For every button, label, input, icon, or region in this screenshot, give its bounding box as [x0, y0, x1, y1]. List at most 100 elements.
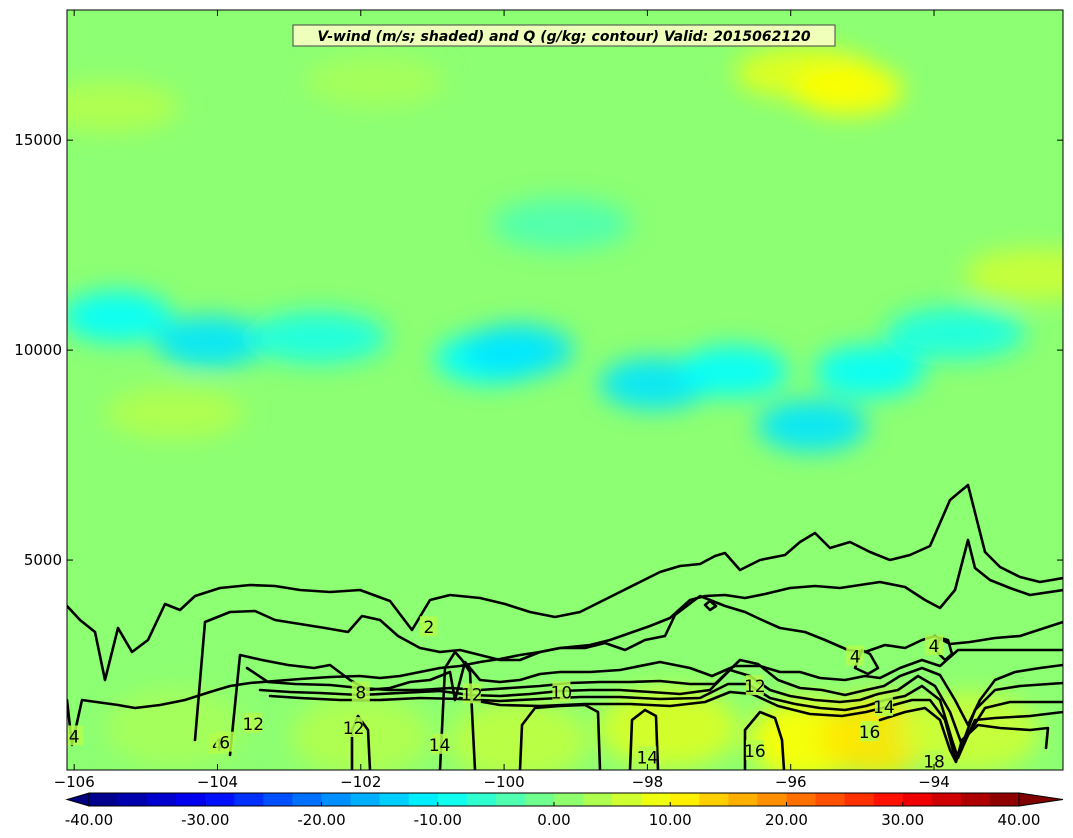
- vwind-patch-0: [67, 290, 173, 343]
- colorbar-segment: [757, 793, 787, 806]
- contour-label-bg-2: [925, 635, 944, 656]
- colorbar-segment: [321, 793, 352, 806]
- colorbar-segment: [873, 793, 904, 806]
- contour-label-bg-8: [462, 683, 481, 704]
- colorbar-segment: [379, 793, 410, 806]
- q-contour-14: [268, 682, 1063, 760]
- colorbar-segment: [205, 793, 235, 806]
- colorbar-segment: [408, 793, 439, 806]
- contour-label-3: 4: [69, 727, 80, 747]
- chart-title: V-wind (m/s; shaded) and Q (g/kg; contou…: [317, 29, 810, 45]
- vwind-patch-6: [678, 345, 789, 398]
- q-contour-6: [193, 594, 1063, 742]
- colorbar-segment: [641, 793, 671, 806]
- vwind-patch-7: [757, 399, 868, 452]
- vwind-patch-2: [247, 311, 388, 364]
- q-contours: [67, 483, 1063, 770]
- contour-label-bg-11: [745, 675, 764, 696]
- contour-label-bg-10: [244, 712, 263, 733]
- contour-label-bg-16: [860, 721, 879, 742]
- title-box: V-wind (m/s; shaded) and Q (g/kg; contou…: [292, 24, 836, 47]
- y-tick-label: 10000: [14, 341, 62, 359]
- contour-label-bg-17: [925, 750, 944, 770]
- vwind-patch-15: [104, 387, 245, 440]
- contour-label-bg-3: [67, 725, 84, 746]
- colorbar-segment: [524, 793, 555, 806]
- x-axis: −106 −104 −102 −100 −98 −96 −94: [54, 10, 950, 791]
- contour-label-12: 14: [429, 736, 451, 756]
- colorbar-tick-label: -30.00: [181, 811, 229, 829]
- contour-label-16: 16: [859, 723, 881, 743]
- colorbar-segment: [495, 793, 526, 806]
- colorbar-segment: [176, 793, 206, 806]
- q-contour-2: [67, 483, 1063, 682]
- q-contour-12-bulge-d: [350, 714, 372, 770]
- colorbar-segment: [902, 793, 933, 806]
- colorbar-extend-max: [1018, 792, 1064, 807]
- vwind-shading: [67, 46, 1063, 770]
- q-contour-18: [878, 706, 1050, 764]
- plot-frame: [66, 9, 1064, 771]
- q-contour-14-bulge-c: [628, 708, 660, 770]
- vwind-shading-background: [67, 10, 1063, 770]
- vwind-patch-21: [104, 688, 245, 769]
- colorbar-segment: [554, 793, 584, 806]
- colorbar-segment: [89, 793, 119, 806]
- colorbar-extend-min: [65, 792, 90, 807]
- colorbar: -40.00 -30.00 -20.00 -10.00 0.00 10.00 20.00 30…: [65, 792, 1064, 829]
- contour-label-bg-13: [638, 746, 657, 767]
- colorbar-segment: [786, 793, 817, 806]
- vwind-patch-9: [885, 307, 1026, 360]
- y-tick-label: 5000: [24, 551, 62, 569]
- contour-label-13: 14: [637, 748, 659, 768]
- x-tick-label: −96: [775, 773, 807, 791]
- vwind-patch-4: [463, 324, 574, 377]
- q-contour-4: [67, 538, 1063, 747]
- colorbar-segment: [989, 793, 1020, 806]
- colorbar-segment: [118, 793, 148, 806]
- x-tick-label: −106: [54, 773, 95, 791]
- colorbar-tick-label: 0.00: [537, 811, 570, 829]
- contour-label-bg-1: [846, 645, 865, 666]
- contour-label-15: 16: [744, 742, 766, 762]
- contour-label-1: 4: [850, 648, 861, 668]
- contour-label-bg-9: [344, 717, 363, 738]
- y-tick-label: 15000: [14, 131, 62, 149]
- contour-label-2: 4: [929, 637, 940, 657]
- colorbar-segment: [437, 793, 468, 806]
- contour-label-9: 12: [343, 719, 365, 739]
- colorbar-segment: [466, 793, 497, 806]
- vwind-patch-1: [155, 315, 266, 368]
- x-tick-label: −94: [918, 773, 950, 791]
- contour-label-6: 8: [355, 683, 366, 703]
- contour-label-bg-15: [745, 740, 764, 761]
- vwind-patch-16: [491, 198, 632, 251]
- q-contour-14-bulge-b: [518, 703, 602, 770]
- x-tick-label: −100: [483, 773, 524, 791]
- contour-label-bg-14: [874, 696, 893, 717]
- colorbar-segment: [960, 793, 991, 806]
- colorbar-segment: [612, 793, 642, 806]
- contour-label-7: 10: [551, 683, 573, 703]
- contour-label-bg-0: [419, 616, 438, 637]
- colorbar-tick-label: 40.00: [998, 811, 1041, 829]
- colorbar-segment: [670, 793, 700, 806]
- colorbar-segment: [350, 793, 381, 806]
- y-axis: 5000 10000 15000: [14, 131, 1063, 569]
- q-contour-6-small: [703, 599, 718, 612]
- colorbar-segment: [583, 793, 613, 806]
- vwind-patch-14: [964, 248, 1063, 301]
- vwind-patch-13: [793, 63, 904, 116]
- x-tick-label: −102: [340, 773, 381, 791]
- vwind-patch-10: [67, 80, 180, 133]
- vwind-patch-11: [305, 55, 446, 108]
- contour-label-bg-5: [215, 731, 234, 752]
- colorbar-tick-label: -20.00: [297, 811, 345, 829]
- q-contour-16-bulge-e: [743, 710, 786, 770]
- q-contour-16: [458, 690, 1063, 760]
- contour-label-bg-7: [552, 681, 571, 702]
- contour-labels: 24444681012121212141414161618: [67, 616, 945, 770]
- contour-label-10: 12: [242, 715, 264, 735]
- colorbar-segment: [263, 793, 293, 806]
